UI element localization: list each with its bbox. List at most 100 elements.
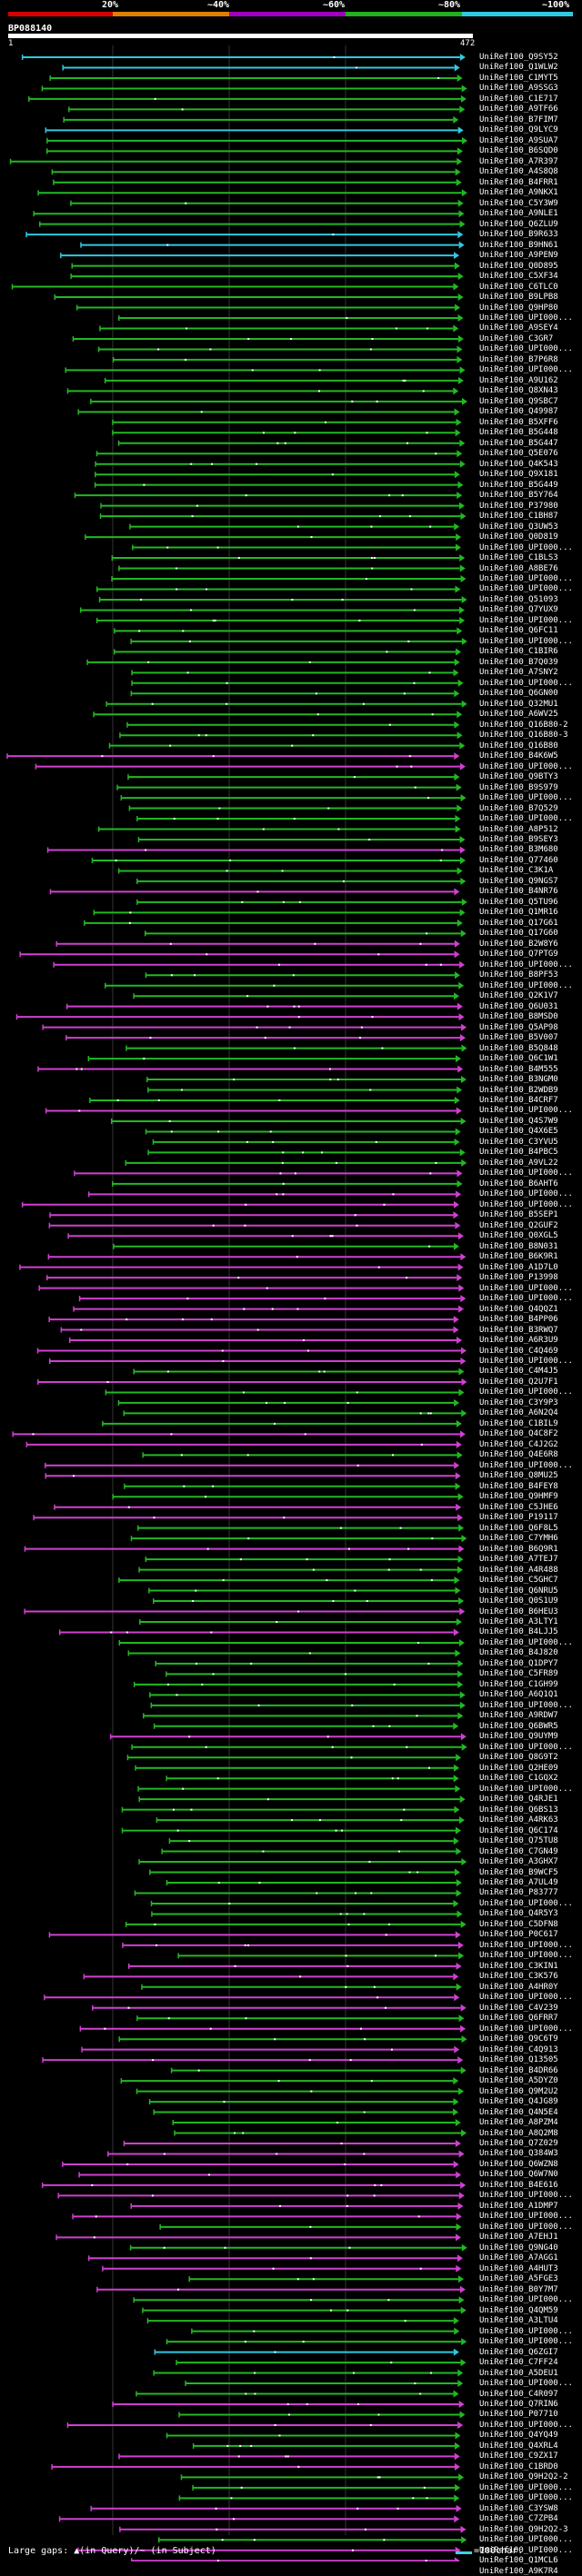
hit-label[interactable]: UniRef100_B6SQD0 <box>479 146 558 156</box>
hit-label[interactable]: UniRef100_C3KIN1 <box>479 1961 558 1971</box>
hit-label[interactable]: UniRef100_A9NKX1 <box>479 188 558 198</box>
hit-track[interactable] <box>135 1764 460 1772</box>
hit-label[interactable]: UniRef100_UPI000... <box>479 2326 573 2336</box>
hit-label[interactable]: UniRef100_A7UL49 <box>479 1878 558 1887</box>
hit-label[interactable]: UniRef100_C4M4J5 <box>479 1367 558 1377</box>
hit-label[interactable]: UniRef100_B9HN61 <box>479 240 558 250</box>
hit-label[interactable]: UniRef100_UPI000... <box>479 2545 573 2555</box>
hit-label[interactable]: UniRef100_Q16B80 <box>479 741 558 751</box>
hit-track[interactable] <box>25 1440 462 1448</box>
hit-label[interactable]: UniRef100_Q0D819 <box>479 532 558 542</box>
hit-track[interactable] <box>150 1899 459 1907</box>
hit-label[interactable]: UniRef100_Q4JG89 <box>479 2097 558 2107</box>
hit-track[interactable] <box>45 1107 462 1115</box>
hit-label[interactable]: UniRef100_Q9HP80 <box>479 303 558 313</box>
hit-label[interactable]: UniRef100_B8PF53 <box>479 970 558 980</box>
hit-label[interactable]: UniRef100_A9NLE1 <box>479 209 558 219</box>
hit-track[interactable] <box>33 210 465 218</box>
hit-label[interactable]: UniRef100_Q4E6R8 <box>479 1450 558 1460</box>
hit-track[interactable] <box>144 930 467 938</box>
hit-label[interactable]: UniRef100_A4RK63 <box>479 1815 558 1825</box>
hit-track[interactable] <box>153 2108 459 2116</box>
hit-track[interactable] <box>92 2004 467 2012</box>
hit-label[interactable]: UniRef100_B6Q9R1 <box>479 1544 558 1554</box>
hit-track[interactable] <box>72 334 464 343</box>
hit-label[interactable]: UniRef100_Q9BTY3 <box>479 772 558 782</box>
hit-track[interactable] <box>87 1055 461 1063</box>
hit-label[interactable]: UniRef100_C3GR7 <box>479 333 554 343</box>
hit-track[interactable] <box>112 355 463 363</box>
hit-track[interactable] <box>131 669 459 677</box>
hit-track[interactable] <box>100 502 465 510</box>
hit-label[interactable]: UniRef100_C7GN49 <box>479 1846 558 1856</box>
hit-label[interactable]: UniRef100_C6TLC0 <box>479 282 558 292</box>
hit-track[interactable] <box>84 919 463 927</box>
hit-track[interactable] <box>148 2098 459 2106</box>
hit-label[interactable]: UniRef100_C7ZPB4 <box>479 2514 558 2524</box>
hit-track[interactable] <box>121 1805 460 1814</box>
hit-track[interactable] <box>77 408 460 416</box>
hit-label[interactable]: UniRef100_UPI000... <box>479 2420 573 2430</box>
hit-track[interactable] <box>133 1368 465 1376</box>
hit-label[interactable]: UniRef100_C1BRD0 <box>479 2462 558 2472</box>
hit-label[interactable]: UniRef100_Q5E076 <box>479 449 558 459</box>
hit-label[interactable]: UniRef100_UPI000... <box>479 1294 573 1304</box>
hit-label[interactable]: UniRef100_A7TEJ7 <box>479 1555 558 1565</box>
hit-label[interactable]: UniRef100_UPI000... <box>479 2212 573 2222</box>
hit-label[interactable]: UniRef100_A1D7L0 <box>479 1262 558 1272</box>
hit-label[interactable]: UniRef100_UPI000... <box>479 761 573 771</box>
hit-track[interactable] <box>126 721 460 729</box>
hit-label[interactable]: UniRef100_UPI000... <box>479 793 573 803</box>
hit-track[interactable] <box>137 1524 465 1532</box>
hit-track[interactable] <box>60 252 460 260</box>
hit-track[interactable] <box>127 773 460 781</box>
hit-track[interactable] <box>117 439 466 447</box>
hit-label[interactable]: UniRef100_Q6C1W1 <box>479 1054 558 1064</box>
hit-label[interactable]: UniRef100_Q51093 <box>479 594 558 604</box>
hit-track[interactable] <box>131 1743 467 1751</box>
hit-track[interactable] <box>95 471 460 479</box>
hit-label[interactable]: UniRef100_Q6ZLU9 <box>479 219 558 229</box>
hit-label[interactable]: UniRef100_B4DR66 <box>479 2065 558 2075</box>
hit-label[interactable]: UniRef100_UPI000... <box>479 2493 573 2503</box>
hit-track[interactable] <box>129 522 460 531</box>
hit-track[interactable] <box>38 1284 465 1292</box>
hit-label[interactable]: UniRef100_Q9SY52 <box>479 53 558 62</box>
hit-track[interactable] <box>28 94 467 103</box>
hit-label[interactable]: UniRef100_A9VL22 <box>479 1158 558 1168</box>
hit-label[interactable]: UniRef100_Q9C6T9 <box>479 2034 558 2044</box>
hit-track[interactable] <box>143 1712 464 1720</box>
hit-track[interactable] <box>127 1649 461 1657</box>
hit-track[interactable] <box>111 575 467 582</box>
hit-label[interactable]: UniRef100_UPI000... <box>479 574 573 583</box>
hit-label[interactable]: UniRef100_Q32MU1 <box>479 699 558 709</box>
hit-track[interactable] <box>117 1398 460 1407</box>
hit-label[interactable]: UniRef100_B8MSD0 <box>479 1012 558 1022</box>
hit-track[interactable] <box>66 2421 464 2429</box>
hit-track[interactable] <box>46 846 466 854</box>
hit-label[interactable]: UniRef100_Q0S1U9 <box>479 1596 558 1606</box>
hit-track[interactable] <box>73 1305 465 1313</box>
hit-track[interactable] <box>99 512 467 521</box>
hit-track[interactable] <box>170 2066 467 2074</box>
hit-track[interactable] <box>112 429 461 437</box>
hit-track[interactable] <box>119 731 463 740</box>
hit-label[interactable]: UniRef100_Q75TU8 <box>479 1836 558 1846</box>
hit-label[interactable]: UniRef100_Q6WZN8 <box>479 2159 558 2169</box>
hit-track[interactable] <box>90 397 467 405</box>
hit-track[interactable] <box>15 1013 465 1021</box>
hit-label[interactable]: UniRef100_Q1MR16 <box>479 908 558 918</box>
hit-track[interactable] <box>136 877 467 885</box>
hit-track[interactable] <box>155 1659 464 1667</box>
hit-label[interactable]: UniRef100_A9SEY4 <box>479 323 558 333</box>
hit-label[interactable]: UniRef100_Q17G60 <box>479 929 558 939</box>
hit-track[interactable] <box>53 178 462 186</box>
hit-label[interactable]: UniRef100_UPI000... <box>479 1189 573 1199</box>
hit-track[interactable] <box>117 314 464 322</box>
hit-track[interactable] <box>93 711 463 719</box>
hit-label[interactable]: UniRef100_Q49987 <box>479 407 558 417</box>
hit-track[interactable] <box>90 2504 462 2512</box>
hit-track[interactable] <box>130 690 460 698</box>
hit-label[interactable]: UniRef100_B4PBC5 <box>479 1148 558 1158</box>
hit-track[interactable] <box>19 950 460 959</box>
